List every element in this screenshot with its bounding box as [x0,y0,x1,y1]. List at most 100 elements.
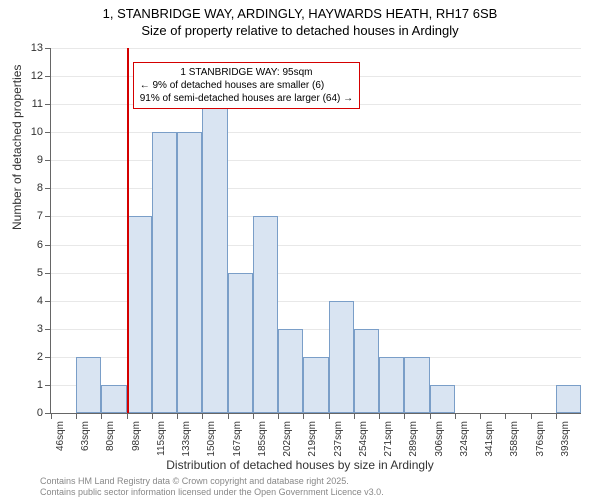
histogram-bar [379,357,404,413]
x-tick [455,413,456,419]
x-tick [177,413,178,419]
x-tick-label: 254sqm [358,421,369,457]
y-tick-label: 1 [37,379,43,391]
footer-line-1: Contains HM Land Registry data © Crown c… [40,476,384,487]
annotation-box: 1 STANBRIDGE WAY: 95sqm← 9% of detached … [133,62,360,109]
histogram-bar [303,357,328,413]
y-tick-label: 3 [37,323,43,335]
x-tick [278,413,279,419]
y-tick-label: 11 [32,98,43,110]
x-tick-label: 98sqm [131,421,142,451]
histogram-bar [202,104,227,413]
x-tick-label: 80sqm [105,421,116,451]
title-line-2: Size of property relative to detached ho… [0,23,600,40]
x-tick [152,413,153,419]
y-tick [45,301,51,302]
y-tick [45,273,51,274]
y-tick-label: 4 [37,295,43,307]
x-tick-label: 115sqm [156,421,167,456]
x-tick [202,413,203,419]
y-tick-label: 13 [31,42,43,54]
y-tick-label: 2 [37,351,43,363]
x-tick-label: 393sqm [560,421,571,457]
x-tick-label: 167sqm [232,421,243,457]
gridline [51,48,581,49]
y-tick-label: 12 [31,70,43,82]
y-tick-label: 9 [37,154,43,166]
reference-line [127,48,129,413]
x-tick [127,413,128,419]
x-tick-label: 289sqm [408,421,419,457]
plot-area: 01234567891011121346sqm63sqm80sqm98sqm11… [50,48,581,414]
histogram-bar [152,132,177,413]
y-tick [45,329,51,330]
x-tick-label: 271sqm [383,421,394,457]
x-tick-label: 324sqm [459,421,470,457]
histogram-bar [278,329,303,413]
histogram-bar [404,357,429,413]
x-tick-label: 219sqm [307,421,318,457]
x-tick-label: 358sqm [509,421,520,457]
histogram-bar [354,329,379,413]
x-tick [430,413,431,419]
histogram-bar [556,385,581,413]
x-tick [76,413,77,419]
footer-line-2: Contains public sector information licen… [40,487,384,498]
x-tick [253,413,254,419]
footer-text: Contains HM Land Registry data © Crown c… [40,476,384,498]
gridline [51,132,581,133]
y-tick [45,76,51,77]
y-tick [45,160,51,161]
x-tick [531,413,532,419]
y-tick-label: 5 [37,267,43,279]
x-tick [379,413,380,419]
y-tick [45,357,51,358]
y-tick [45,188,51,189]
title-line-1: 1, STANBRIDGE WAY, ARDINGLY, HAYWARDS HE… [0,6,600,23]
y-axis-title: Number of detached properties [10,65,24,230]
x-tick-label: 133sqm [181,421,192,457]
x-tick-label: 185sqm [257,421,268,457]
y-tick [45,216,51,217]
x-tick-label: 150sqm [206,421,217,457]
x-tick-label: 63sqm [80,421,91,451]
y-tick-label: 0 [37,407,43,419]
x-tick [228,413,229,419]
y-tick [45,132,51,133]
histogram-bar [101,385,126,413]
y-tick [45,385,51,386]
y-tick [45,104,51,105]
chart-container: 1, STANBRIDGE WAY, ARDINGLY, HAYWARDS HE… [0,0,600,500]
y-tick-label: 10 [31,126,43,138]
x-tick [505,413,506,419]
x-tick [329,413,330,419]
y-tick [45,48,51,49]
x-tick-label: 306sqm [434,421,445,457]
x-tick [101,413,102,419]
histogram-bar [329,301,354,413]
x-tick [480,413,481,419]
annotation-line-1: 1 STANBRIDGE WAY: 95sqm [140,66,353,79]
histogram-bar [76,357,101,413]
x-tick-label: 202sqm [282,421,293,457]
x-axis-title: Distribution of detached houses by size … [0,458,600,472]
histogram-bar [430,385,455,413]
chart-title: 1, STANBRIDGE WAY, ARDINGLY, HAYWARDS HE… [0,0,600,40]
y-tick [45,245,51,246]
gridline [51,188,581,189]
y-tick-label: 8 [37,182,43,194]
histogram-bar [228,273,253,413]
x-tick-label: 376sqm [535,421,546,457]
x-tick [556,413,557,419]
y-tick-label: 6 [37,239,43,251]
x-tick [354,413,355,419]
x-tick-label: 237sqm [333,421,344,457]
histogram-bar [127,216,152,413]
x-tick [404,413,405,419]
gridline [51,160,581,161]
annotation-line-2: ← 9% of detached houses are smaller (6) [140,79,353,92]
x-tick [51,413,52,419]
annotation-line-3: 91% of semi-detached houses are larger (… [140,92,353,105]
y-tick-label: 7 [37,210,43,222]
x-tick-label: 46sqm [55,421,66,451]
